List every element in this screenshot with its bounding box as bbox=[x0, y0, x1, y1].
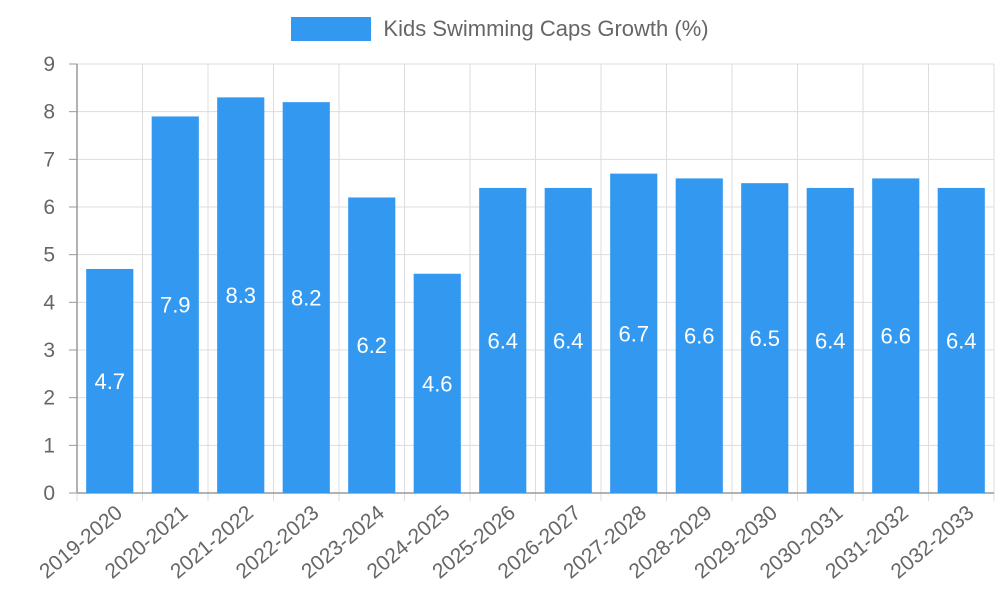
y-tick-label: 5 bbox=[43, 244, 55, 267]
data-label: 4.7 bbox=[94, 369, 125, 394]
legend-label: Kids Swimming Caps Growth (%) bbox=[383, 16, 709, 41]
bar bbox=[872, 178, 920, 493]
bar bbox=[217, 97, 265, 493]
bar bbox=[282, 102, 330, 493]
y-tick-label: 3 bbox=[43, 339, 55, 362]
y-tick-label: 4 bbox=[43, 291, 55, 314]
data-label: 6.4 bbox=[553, 328, 584, 353]
data-label: 8.2 bbox=[291, 286, 322, 311]
bar bbox=[741, 183, 789, 493]
data-label: 7.9 bbox=[160, 293, 191, 318]
bar bbox=[479, 187, 527, 493]
bar bbox=[544, 187, 592, 493]
bar bbox=[937, 187, 985, 493]
y-tick-label: 6 bbox=[43, 196, 55, 219]
legend[interactable]: Kids Swimming Caps Growth (%) bbox=[0, 16, 1000, 42]
y-tick-label: 7 bbox=[43, 148, 55, 171]
data-label: 6.5 bbox=[749, 326, 780, 351]
bar bbox=[806, 187, 854, 493]
y-tick-label: 8 bbox=[43, 101, 55, 124]
data-label: 6.4 bbox=[487, 328, 518, 353]
bar bbox=[675, 178, 723, 493]
y-tick-label: 9 bbox=[43, 53, 55, 76]
bar bbox=[86, 268, 134, 493]
data-label: 6.7 bbox=[618, 321, 649, 346]
y-tick-label: 0 bbox=[43, 482, 55, 505]
y-tick-label: 2 bbox=[43, 387, 55, 410]
data-label: 6.4 bbox=[946, 328, 977, 353]
data-label: 6.4 bbox=[815, 328, 846, 353]
bar bbox=[348, 197, 396, 493]
data-label: 8.3 bbox=[225, 283, 256, 308]
data-label: 6.2 bbox=[356, 333, 387, 358]
y-tick-label: 1 bbox=[43, 434, 55, 457]
legend-swatch bbox=[291, 17, 372, 41]
data-label: 4.6 bbox=[422, 371, 453, 396]
data-label: 6.6 bbox=[684, 324, 715, 349]
bar bbox=[151, 116, 199, 493]
bar bbox=[413, 273, 461, 493]
data-label: 6.6 bbox=[880, 324, 911, 349]
bar bbox=[610, 173, 658, 493]
